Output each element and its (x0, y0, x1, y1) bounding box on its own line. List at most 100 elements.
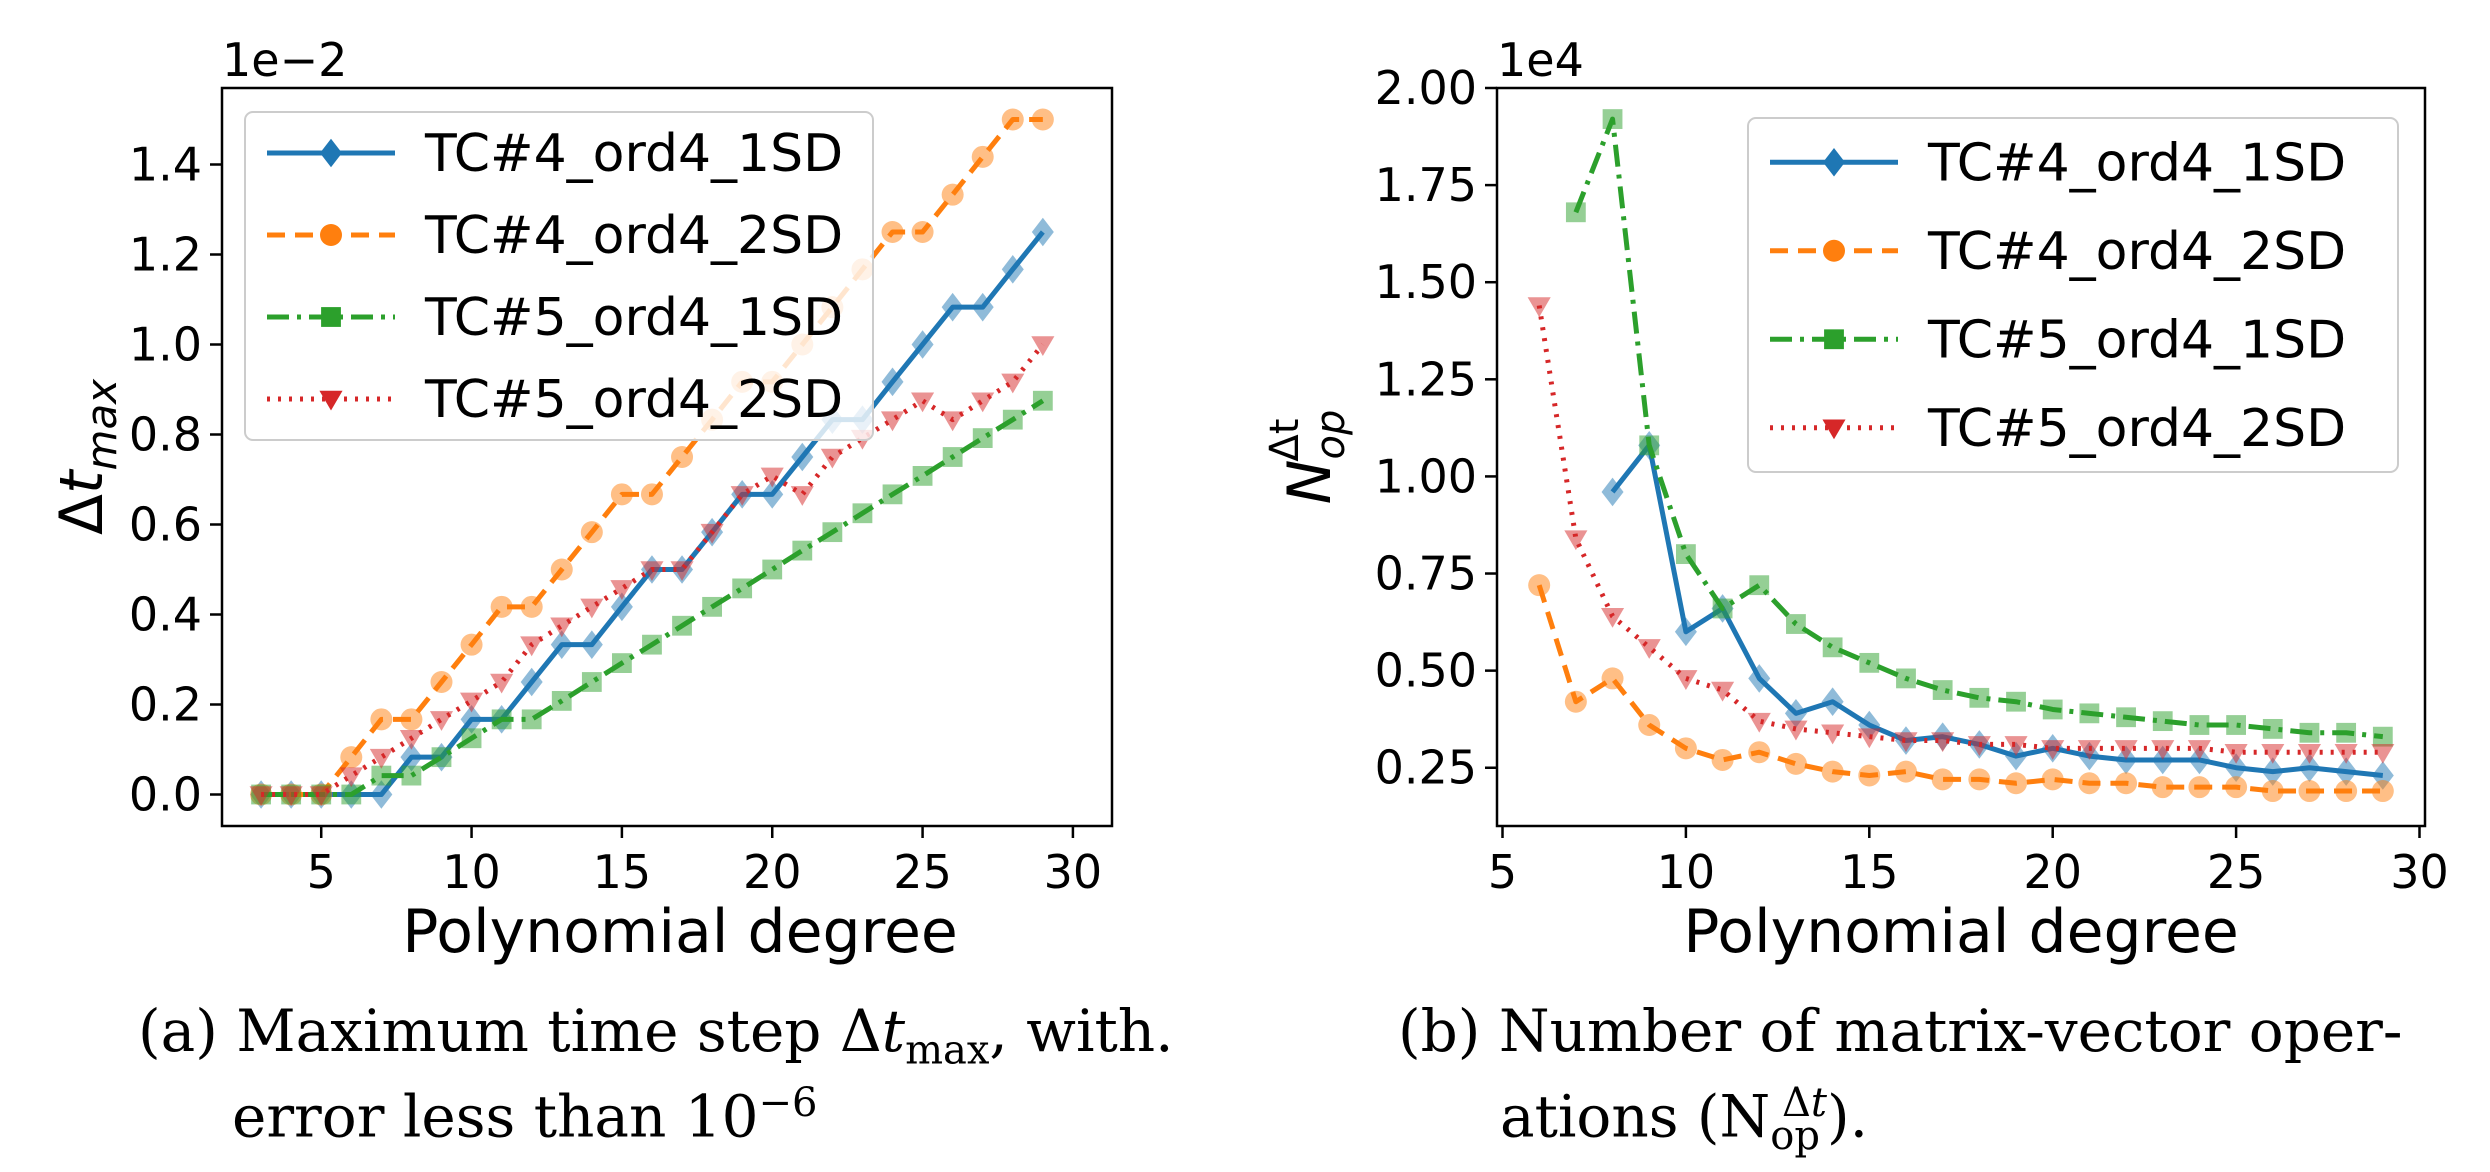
x-tick-label: 5 (1488, 845, 1517, 899)
caption-a-exp: −6 (758, 1080, 818, 1126)
y-tick-label: 1.4 (129, 138, 202, 192)
y-tick-label: 0.6 (129, 498, 202, 552)
data-point-marker (341, 784, 362, 805)
data-point-marker (2041, 740, 2065, 760)
data-point-marker (2336, 722, 2357, 743)
data-point-marker (790, 486, 814, 506)
series-line (261, 398, 1045, 797)
data-point-marker (1711, 748, 1734, 771)
data-point-marker (490, 673, 514, 694)
data-point-marker (369, 748, 393, 769)
data-point-marker (1674, 617, 1697, 647)
data-point-marker (1564, 530, 1588, 551)
data-point-marker (610, 592, 633, 622)
data-point-marker (1527, 297, 1551, 318)
series-line (1536, 584, 2383, 794)
y-tick-label: 0.50 (1375, 644, 1477, 698)
legend-marker (320, 138, 342, 168)
data-point-marker (1674, 670, 1698, 690)
legend-label: TC#4_ord4_1SD (1927, 133, 2346, 193)
x-tick-label: 25 (893, 845, 952, 899)
data-point-marker (942, 447, 963, 467)
x-tick-label: 30 (2390, 845, 2449, 899)
data-point-marker (911, 221, 934, 243)
data-point-marker (580, 598, 604, 619)
legend-label: TC#4_ord4_1SD (424, 124, 843, 184)
data-point-marker (1002, 409, 1023, 430)
data-point-marker (2297, 743, 2322, 764)
data-point-marker (640, 561, 664, 582)
x-tick-label: 10 (442, 845, 501, 899)
series-TC#5_ord4_2SD (1527, 297, 2395, 764)
data-point-marker (1969, 687, 1990, 708)
data-point-marker (762, 559, 783, 580)
data-point-marker (2006, 691, 2026, 712)
data-point-marker (911, 330, 934, 359)
legend-box (244, 111, 874, 441)
y-tick-label: 1.25 (1375, 352, 1477, 406)
data-point-marker (1747, 712, 1771, 733)
caption-a-t: t (881, 997, 906, 1065)
caption-b-line2-start: ations (N (1500, 1082, 1771, 1151)
data-point-marker (1602, 109, 1623, 129)
data-point-marker (1601, 667, 1624, 690)
data-point-marker (1637, 639, 1661, 659)
data-point-marker (490, 595, 513, 618)
data-point-marker (1565, 202, 1586, 223)
data-point-marker (340, 746, 363, 769)
y-ticks-a: 0.0 0.2 0.4 0.6 0.8 1.0 1.2 1.4 (129, 138, 222, 822)
series-TC#4_ord4_1SD (1601, 431, 2394, 790)
x-tick-label: 15 (1840, 845, 1899, 899)
data-point-marker (1711, 681, 1735, 702)
data-point-marker (2261, 757, 2284, 786)
caption-b-prefix: (b) (1398, 997, 1481, 1065)
data-point-marker (1784, 752, 1807, 775)
data-point-marker (1821, 687, 1844, 717)
data-point-marker (1822, 637, 1843, 658)
chart-panel-a: 1e−2 0.0 0.2 0.4 0.6 0.8 1.0 1.2 1.4 5 10 15 20 25 3… (47, 33, 1114, 967)
data-point-marker (1784, 699, 1807, 728)
data-point-marker (370, 708, 393, 731)
x-axis-label-b: Polynomial degree (1683, 897, 2239, 967)
data-point-marker (2335, 757, 2358, 786)
caption-a: (a) Maximum time step Δtmax, with. (138, 995, 1174, 1087)
data-point-marker (2335, 780, 2358, 803)
data-point-marker (580, 521, 603, 544)
caption-a-line1: Maximum time step (236, 997, 822, 1065)
data-point-marker (2226, 715, 2246, 735)
data-point-marker (760, 467, 784, 488)
data-point-marker (1967, 736, 1991, 756)
y-tick-label: 2.00 (1375, 61, 1477, 115)
x-axis-label-a: Polynomial degree (402, 897, 958, 967)
data-point-marker (2371, 743, 2395, 764)
y-tick-label: 1.50 (1375, 255, 1477, 309)
x-tick-label: 10 (1657, 845, 1716, 899)
data-point-marker (2372, 726, 2393, 747)
plot-frame-b (1495, 86, 2427, 828)
legend-marker (319, 390, 343, 411)
data-point-marker (2114, 740, 2138, 760)
data-point-marker (581, 672, 602, 692)
data-point-marker (1712, 598, 1733, 619)
data-point-marker (550, 617, 574, 638)
data-point-marker (1031, 108, 1054, 131)
data-point-marker (279, 786, 303, 807)
data-point-marker (400, 742, 423, 772)
data-point-marker (1931, 768, 1954, 791)
legend-box (1747, 117, 2399, 473)
caption-a-prefix: (a) (138, 997, 218, 1065)
data-point-marker (400, 708, 423, 731)
data-point-marker (610, 483, 633, 506)
data-point-marker (580, 630, 603, 659)
data-point-marker (1001, 108, 1024, 131)
data-point-marker (1784, 720, 1808, 741)
data-point-marker (1638, 714, 1661, 737)
caption-b-line2-end: ). (1826, 1082, 1869, 1151)
y-tick-label: 1.2 (129, 228, 202, 282)
y-tick-label: 0.75 (1375, 547, 1477, 601)
data-point-marker (370, 780, 393, 809)
legend-label: TC#4_ord4_2SD (424, 206, 843, 266)
data-point-marker (1786, 614, 1806, 634)
data-point-marker (461, 728, 482, 749)
data-point-marker (2188, 745, 2211, 775)
